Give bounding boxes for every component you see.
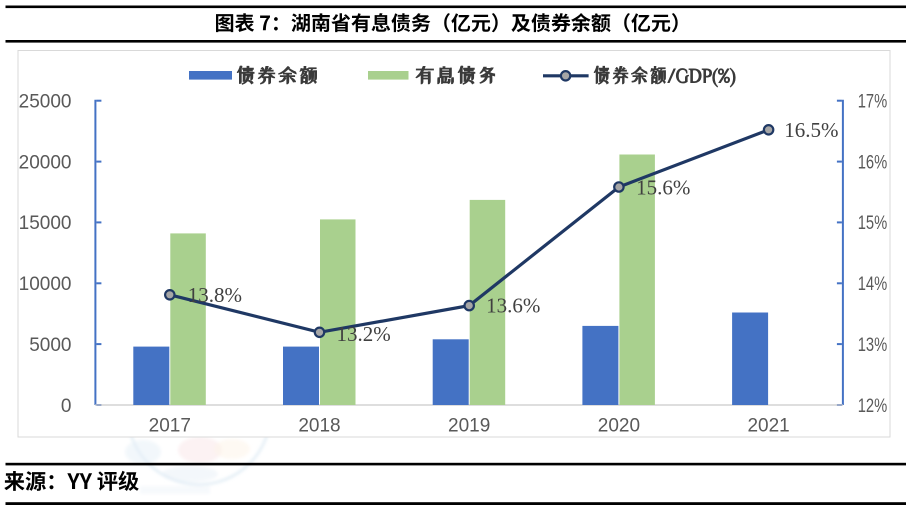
svg-text:0: 0 [61, 396, 72, 417]
svg-text:2019: 2019 [448, 415, 490, 436]
svg-text:2021: 2021 [747, 415, 789, 436]
svg-text:13.8%: 13.8% [188, 283, 242, 307]
svg-text:16.5%: 16.5% [784, 118, 838, 142]
svg-text:13%: 13% [858, 335, 888, 356]
svg-text:15%: 15% [858, 213, 888, 234]
svg-text:20000: 20000 [19, 152, 72, 173]
svg-text:15.6%: 15.6% [636, 176, 690, 200]
svg-text:14%: 14% [858, 274, 888, 295]
svg-text:16%: 16% [858, 152, 888, 173]
svg-text:13.6%: 13.6% [486, 293, 540, 317]
svg-text:5000: 5000 [29, 335, 71, 356]
svg-text:2018: 2018 [298, 415, 340, 436]
svg-text:2020: 2020 [598, 415, 640, 436]
svg-text:17%: 17% [858, 92, 888, 113]
svg-text:13.2%: 13.2% [337, 322, 391, 346]
svg-text:10000: 10000 [19, 274, 72, 295]
svg-text:25000: 25000 [19, 92, 72, 113]
svg-text:15000: 15000 [19, 213, 72, 234]
svg-text:12%: 12% [858, 396, 888, 417]
svg-text:2017: 2017 [149, 415, 191, 436]
